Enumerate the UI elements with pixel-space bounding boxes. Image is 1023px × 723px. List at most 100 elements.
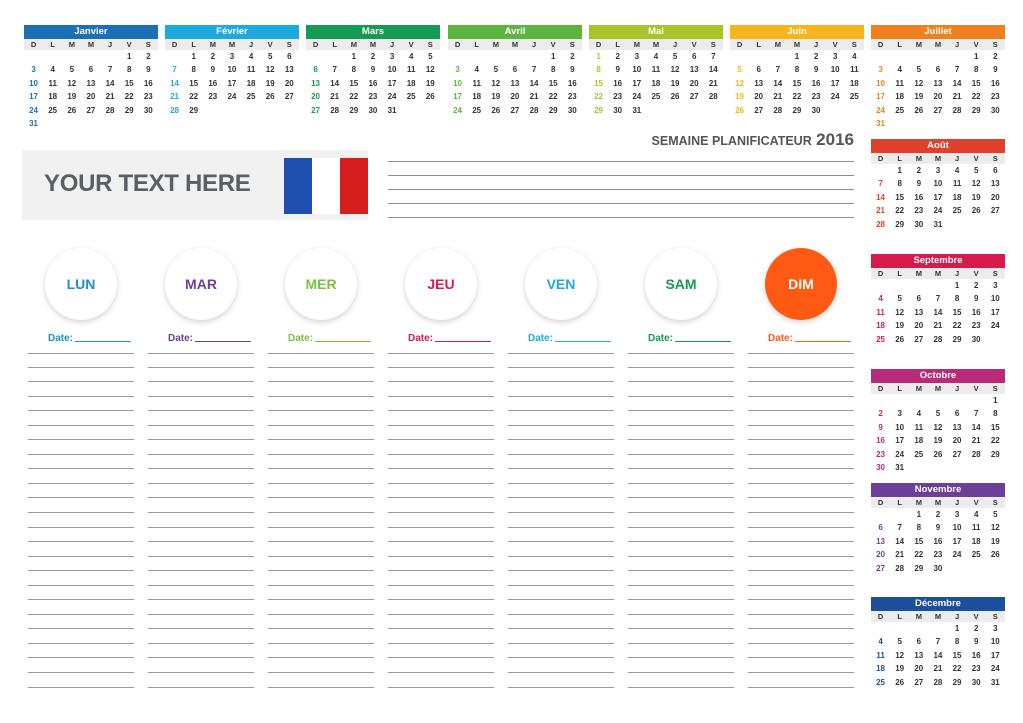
date-field[interactable]: Date: bbox=[408, 333, 492, 344]
day-number: 20 bbox=[754, 92, 764, 102]
month-calendar: Juillet D L M M J V S 1 2 3 4 5 6 7 8 9 10 11 12 13 14 15 16 17 1… bbox=[871, 25, 1005, 130]
weekday-label: L bbox=[897, 384, 902, 393]
day-number: 29 bbox=[990, 449, 1000, 459]
day-number: 21 bbox=[170, 92, 180, 102]
weekday-label: L bbox=[897, 498, 902, 507]
weekday-label: D bbox=[877, 612, 884, 621]
day-number: 5 bbox=[973, 166, 979, 175]
day-number bbox=[222, 104, 241, 117]
day-number: 12 bbox=[990, 523, 1000, 533]
day-number: 25 bbox=[48, 105, 58, 115]
day-number: 29 bbox=[952, 677, 962, 687]
day-number: 18 bbox=[895, 92, 905, 102]
date-field[interactable]: Date: bbox=[48, 333, 132, 344]
day-number: 20 bbox=[876, 550, 886, 560]
month-name: Février bbox=[165, 25, 299, 39]
day-writing-lines[interactable] bbox=[268, 353, 374, 688]
date-field[interactable]: Date: bbox=[288, 333, 372, 344]
day-number: 16 bbox=[613, 78, 623, 88]
day-number: 13 bbox=[933, 78, 943, 88]
day-number: 7 bbox=[172, 65, 177, 75]
weekday-label: L bbox=[191, 40, 196, 49]
week-row: 13 14 15 16 17 18 19 bbox=[871, 535, 1005, 548]
day-number: 25 bbox=[406, 92, 416, 102]
day-number: 27 bbox=[914, 677, 924, 687]
day-writing-lines[interactable] bbox=[148, 353, 254, 688]
day-number bbox=[101, 117, 120, 130]
day-number: 21 bbox=[876, 206, 886, 216]
day-number: 9 bbox=[813, 65, 819, 75]
month-calendar: Mars D L M M J V S 1 2 3 4 5 6 7 8 9 10 11 12 13 14 15 16 17 18 19… bbox=[306, 25, 440, 117]
day-number: 3 bbox=[993, 624, 998, 633]
week-row: 7 8 9 10 11 12 13 bbox=[165, 63, 299, 76]
day-number: 19 bbox=[735, 92, 745, 102]
day-number bbox=[986, 117, 1005, 130]
day-writing-lines[interactable] bbox=[628, 353, 734, 688]
day-number: 30 bbox=[368, 105, 378, 115]
day-number: 15 bbox=[594, 78, 604, 88]
weekday-label: J bbox=[248, 40, 254, 49]
day-number: 25 bbox=[914, 449, 924, 459]
week-row: 17 18 19 20 21 22 23 bbox=[448, 90, 582, 103]
day-number: 20 bbox=[86, 92, 96, 102]
day-writing-lines[interactable] bbox=[28, 353, 134, 688]
week-row: 11 12 13 14 15 16 17 bbox=[871, 306, 1005, 319]
date-field[interactable]: Date: bbox=[648, 333, 732, 344]
day-number: 12 bbox=[895, 650, 905, 660]
weekday-label: M bbox=[492, 40, 499, 49]
day-number: 1 bbox=[191, 52, 196, 61]
date-field[interactable]: Date: bbox=[768, 333, 852, 344]
day-number: 21 bbox=[330, 92, 340, 102]
weekday-label: S bbox=[992, 269, 998, 278]
day-number: 28 bbox=[773, 105, 783, 115]
day-writing-lines[interactable] bbox=[388, 353, 494, 688]
day-writing-lines[interactable] bbox=[748, 353, 854, 688]
day-number bbox=[928, 461, 947, 474]
day-number: 6 bbox=[954, 409, 960, 419]
month-name: Juillet bbox=[871, 25, 1005, 39]
day-number bbox=[685, 104, 704, 117]
day-number: 27 bbox=[510, 105, 520, 115]
weekday-label: L bbox=[50, 40, 55, 49]
day-number: 9 bbox=[210, 65, 216, 75]
month-calendar: Juin D L M M J V S 1 2 3 4 5 6 7 8 9 10 11 12 13 14 15 16 17 18 19… bbox=[730, 25, 864, 117]
day-number: 8 bbox=[973, 65, 979, 75]
day-number: 14 bbox=[105, 78, 115, 88]
week-row: 24 25 26 27 28 29 30 bbox=[448, 104, 582, 117]
day-number: 3 bbox=[634, 52, 640, 61]
day-number: 3 bbox=[993, 281, 998, 290]
day-number: 28 bbox=[933, 677, 943, 687]
day-number bbox=[280, 104, 299, 117]
day-number: 14 bbox=[933, 650, 943, 660]
day-number: 27 bbox=[284, 92, 294, 102]
day-number: 29 bbox=[971, 105, 981, 115]
day-number: 7 bbox=[775, 65, 781, 75]
day-number: 3 bbox=[954, 510, 960, 519]
weekday-label: M bbox=[915, 40, 922, 49]
week-row: 3 4 5 6 7 8 9 bbox=[871, 63, 1005, 76]
day-writing-lines[interactable] bbox=[508, 353, 614, 688]
day-number bbox=[967, 394, 986, 407]
date-label: Date: bbox=[168, 333, 194, 344]
weekday-label: J bbox=[954, 269, 960, 278]
weekday-label: M bbox=[934, 40, 942, 49]
day-number bbox=[505, 50, 524, 63]
weekday-label: S bbox=[569, 40, 575, 49]
date-field[interactable]: Date: bbox=[528, 333, 612, 344]
weekday-label: L bbox=[756, 40, 761, 49]
day-number: 13 bbox=[311, 78, 321, 88]
day-number bbox=[704, 104, 723, 117]
date-field[interactable]: Date: bbox=[168, 333, 252, 344]
day-number: 6 bbox=[313, 65, 318, 75]
week-row: 18 19 20 21 22 23 24 bbox=[871, 662, 1005, 675]
day-number: 18 bbox=[406, 78, 416, 88]
day-number bbox=[871, 50, 890, 63]
week-row: 1 2 3 4 5 6 bbox=[165, 50, 299, 63]
day-number: 1 bbox=[954, 281, 960, 290]
weekday-label: S bbox=[992, 384, 998, 393]
day-number: 30 bbox=[990, 105, 1000, 115]
week-row: 25 26 27 28 29 30 bbox=[871, 333, 1005, 346]
day-number bbox=[967, 218, 986, 231]
date-label: Date: bbox=[408, 333, 434, 344]
